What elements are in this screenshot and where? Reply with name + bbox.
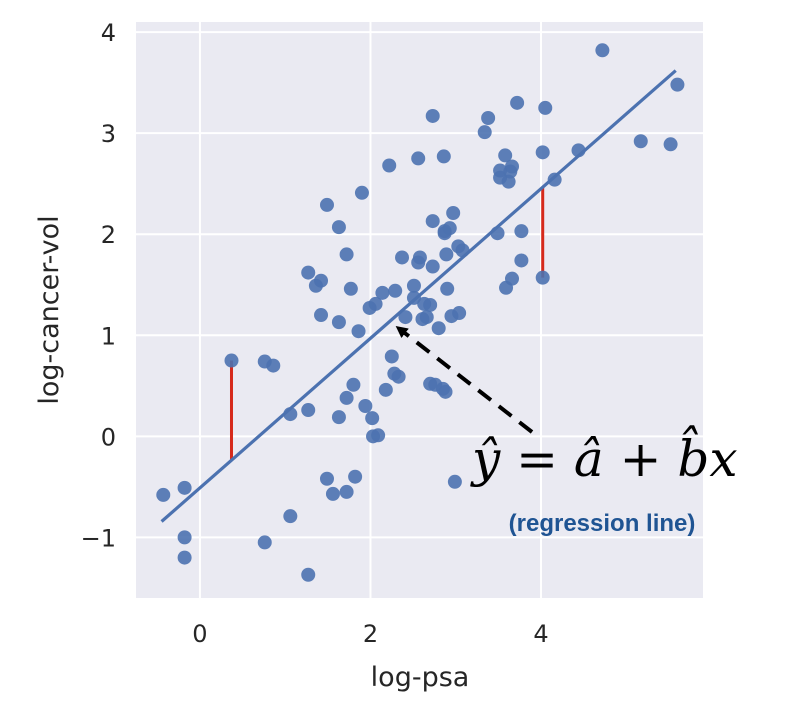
data-point xyxy=(224,353,239,368)
data-point xyxy=(446,205,461,220)
data-point xyxy=(331,410,346,425)
data-point xyxy=(425,259,440,274)
data-point xyxy=(595,43,610,58)
y-tick-label: 1 xyxy=(101,322,116,350)
data-point xyxy=(365,411,380,426)
data-point xyxy=(514,253,529,268)
data-point xyxy=(406,278,421,293)
data-point xyxy=(670,77,685,92)
data-points xyxy=(156,43,685,582)
data-point xyxy=(505,271,520,286)
y-tick-label: 2 xyxy=(101,221,116,249)
data-point xyxy=(633,134,648,149)
data-point xyxy=(314,273,329,288)
data-point xyxy=(343,281,358,296)
data-point xyxy=(514,224,529,239)
x-tick-labels: 0 2 4 xyxy=(192,620,548,648)
data-point xyxy=(325,486,340,501)
data-point xyxy=(346,377,361,392)
x-tick-label: 2 xyxy=(363,620,378,648)
data-point xyxy=(477,125,492,140)
regression-line xyxy=(160,69,677,523)
data-point xyxy=(319,197,334,212)
data-point xyxy=(301,567,316,582)
data-point xyxy=(257,535,272,550)
data-point xyxy=(177,550,192,565)
data-point xyxy=(388,283,403,298)
data-point xyxy=(391,369,406,384)
equation: ŷ = â + b̂x xyxy=(470,424,738,488)
data-point xyxy=(442,221,457,236)
plot-area xyxy=(136,22,703,598)
data-point xyxy=(452,306,467,321)
data-point xyxy=(339,484,354,499)
x-tick-label: 4 xyxy=(533,620,548,648)
data-point xyxy=(505,159,520,174)
data-point xyxy=(384,349,399,364)
data-point xyxy=(412,250,427,265)
data-point xyxy=(547,172,562,187)
data-point xyxy=(447,474,462,489)
data-point xyxy=(425,214,440,229)
data-point xyxy=(339,247,354,262)
x-tick-label: 0 xyxy=(192,620,207,648)
data-point xyxy=(368,296,383,311)
data-point xyxy=(351,324,366,339)
data-point xyxy=(538,100,553,115)
data-point xyxy=(510,95,525,110)
data-point xyxy=(319,471,334,486)
data-point xyxy=(378,382,393,397)
data-point xyxy=(339,390,354,405)
data-point xyxy=(498,148,513,163)
data-point xyxy=(425,108,440,123)
annotation-arrow xyxy=(395,325,534,434)
data-point xyxy=(301,403,316,418)
data-point xyxy=(439,247,454,262)
data-point xyxy=(358,399,373,413)
y-axis-label: log-cancer-vol xyxy=(34,215,65,404)
data-point xyxy=(301,265,316,280)
y-tick-label: 3 xyxy=(101,120,116,148)
data-point xyxy=(481,111,496,125)
data-point xyxy=(348,469,363,484)
data-point xyxy=(493,163,508,178)
regression-line-caption: (regression line) xyxy=(509,510,696,537)
data-point xyxy=(331,220,346,235)
data-point xyxy=(535,270,550,285)
y-tick-label: 4 xyxy=(101,19,116,47)
data-point xyxy=(371,428,386,443)
data-point xyxy=(663,137,678,152)
y-tick-label: 0 xyxy=(101,423,116,451)
y-tick-label: −1 xyxy=(81,524,116,552)
data-point xyxy=(395,250,410,265)
data-point xyxy=(375,285,390,300)
residual-lines xyxy=(229,187,545,461)
y-tick-labels: −1 0 1 2 3 4 xyxy=(81,19,116,552)
data-point xyxy=(266,358,281,373)
data-point xyxy=(177,530,192,545)
data-point xyxy=(156,487,171,502)
data-point xyxy=(314,308,329,323)
data-point xyxy=(331,315,346,330)
data-point xyxy=(535,145,550,160)
data-point xyxy=(419,310,434,325)
data-point xyxy=(440,281,455,296)
data-point xyxy=(423,297,438,312)
data-point xyxy=(438,384,453,399)
data-point xyxy=(431,321,446,336)
data-point xyxy=(283,509,298,524)
data-point xyxy=(354,185,369,200)
data-point xyxy=(382,158,397,173)
x-axis-label: log-psa xyxy=(371,662,470,693)
data-point xyxy=(411,151,426,166)
data-point xyxy=(398,310,413,325)
data-point xyxy=(177,480,192,495)
data-point xyxy=(436,149,451,164)
